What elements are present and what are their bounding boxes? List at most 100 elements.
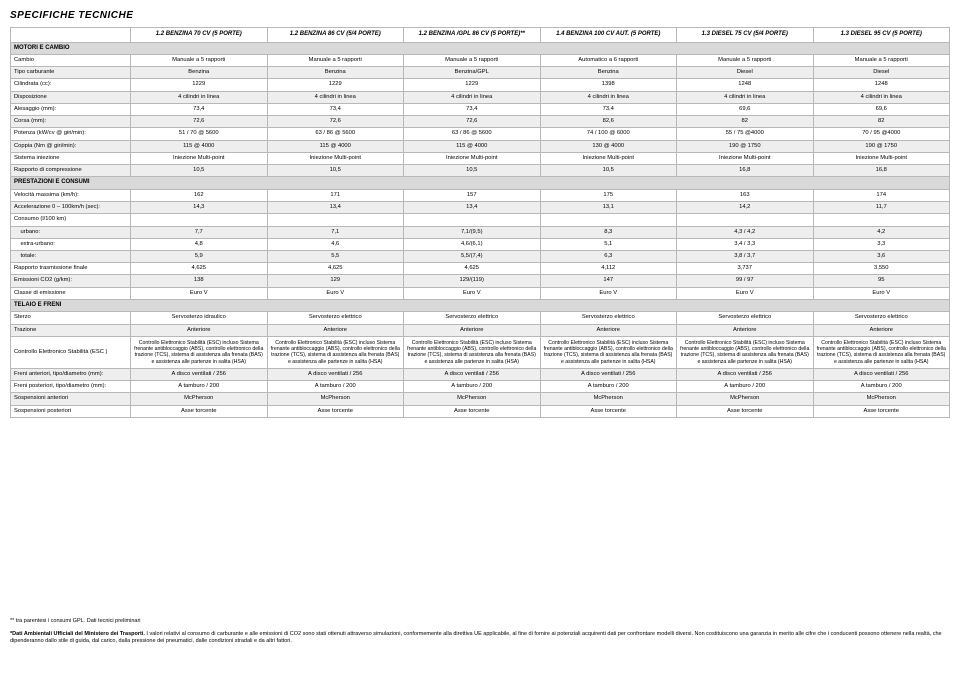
table-row: Sospensioni posterioriAsse torcenteAsse … [11,405,950,417]
cell: Benzina [540,67,677,79]
cell: 1398 [540,79,677,91]
cell: 4,625 [404,263,541,275]
cell: 3,6 [813,251,950,263]
table-row: TrazioneAnterioreAnterioreAnterioreAnter… [11,324,950,336]
row-label: Freni posteriori, tipo/diametro (mm): [11,381,131,393]
spec-table: 1.2 BENZINA 70 CV (5 PORTE)1.2 BENZINA 8… [10,27,950,418]
header-row: 1.2 BENZINA 70 CV (5 PORTE)1.2 BENZINA 8… [11,28,950,43]
cell: 163 [677,189,814,201]
footnote-2: *Dati Ambientali Ufficiali del Ministero… [10,631,950,645]
cell: Asse torcente [540,405,677,417]
cell: 7,7 [131,226,268,238]
row-label: Sterzo [11,312,131,324]
row-label: Rapporto trasmissione finale [11,263,131,275]
cell: Diesel [677,67,814,79]
cell: 175 [540,189,677,201]
table-row: totale:5,95,55,5/(7,4)6,33,8 / 3,73,6 [11,251,950,263]
cell: Iniezione Multi-point [404,152,541,164]
table-row: Sospensioni anterioriMcPhersonMcPhersonM… [11,393,950,405]
cell: 4,625 [267,263,404,275]
cell: Controllo Elettronico Stabilità (ESC) in… [267,336,404,368]
section-title: TELAIO E FRENI [11,299,950,312]
row-label: Disposizione [11,91,131,103]
cell: Anteriore [677,324,814,336]
cell: 4,6 [267,238,404,250]
row-label: Accelerazione 0 – 100km/h (sec): [11,202,131,214]
cell: 13,4 [404,202,541,214]
cell: Anteriore [131,324,268,336]
cell: 72,6 [267,116,404,128]
cell: Benzina [131,67,268,79]
cell: 1229 [404,79,541,91]
cell: A tamburo / 200 [813,381,950,393]
row-label: Cambio [11,55,131,67]
table-row: Coppia (Nm @ giri/min):115 @ 4000115 @ 4… [11,140,950,152]
cell: Anteriore [813,324,950,336]
cell: Euro V [540,287,677,299]
cell: 4,2 [813,226,950,238]
cell: 73,4 [131,103,268,115]
cell: 10,5 [404,165,541,177]
cell: 63 / 86 @ 5600 [404,128,541,140]
row-label: Tipo carburante [11,67,131,79]
cell: 73,4 [267,103,404,115]
cell: 74 / 100 @ 6000 [540,128,677,140]
cell: 72,6 [404,116,541,128]
row-label: Sospensioni posteriori [11,405,131,417]
cell: 190 @ 1750 [813,140,950,152]
cell: Benzina/GPL [404,67,541,79]
cell: Euro V [131,287,268,299]
cell: A disco ventilati / 256 [677,368,814,380]
cell: 55 / 75 @4000 [677,128,814,140]
row-label: urbano: [11,226,131,238]
cell: McPherson [540,393,677,405]
row-label: Freni anteriori, tipo/diametro (mm): [11,368,131,380]
cell: Controllo Elettronico Stabilità (ESC) in… [404,336,541,368]
cell: Automatico a 6 rapporti [540,55,677,67]
table-row: Consumo (l/100 km) [11,214,950,226]
cell: 3,8 / 3,7 [677,251,814,263]
cell: Servosterzo elettrico [267,312,404,324]
cell: 115 @ 4000 [267,140,404,152]
cell [813,214,950,226]
cell: 4,3 / 4,2 [677,226,814,238]
cell [131,214,268,226]
footnote-2-rest: I valori relativi al consumo di carburan… [10,631,942,644]
cell: 162 [131,189,268,201]
cell [677,214,814,226]
column-header: 1.2 BENZINA /GPL 86 CV (5 PORTE)** [404,28,541,43]
row-label: Classe di emissione [11,287,131,299]
cell: Euro V [404,287,541,299]
cell: Controllo Elettronico Stabilità (ESC) in… [813,336,950,368]
cell: Asse torcente [813,405,950,417]
cell: 73,4 [540,103,677,115]
column-header: 1.3 DIESEL 95 CV (5 PORTE) [813,28,950,43]
cell: Asse torcente [131,405,268,417]
cell: 69,6 [813,103,950,115]
cell: 99 / 97 [677,275,814,287]
column-header: 1.3 DIESEL 75 CV (5/4 PORTE) [677,28,814,43]
cell: 5,5/(7,4) [404,251,541,263]
row-label: Controllo Elettronico Stabilità (ESC ) [11,336,131,368]
cell: McPherson [404,393,541,405]
cell: Servosterzo idraulico [131,312,268,324]
cell: Controllo Elettronico Stabilità (ESC) in… [540,336,677,368]
section-title: MOTORI E CAMBIO [11,42,950,55]
table-row: Rapporto di compressione10,510,510,510,5… [11,165,950,177]
row-label: extra-urbano: [11,238,131,250]
cell: 70 / 95 @4000 [813,128,950,140]
footnotes: ** tra parentesi i consumi GPL. Dati tec… [10,618,950,645]
cell: 174 [813,189,950,201]
cell: 82 [813,116,950,128]
cell: 171 [267,189,404,201]
cell: A disco ventilati / 256 [813,368,950,380]
section-header: MOTORI E CAMBIO [11,42,950,55]
footnote-1: ** tra parentesi i consumi GPL. Dati tec… [10,618,950,625]
cell: Iniezione Multi-point [267,152,404,164]
cell: 4 cilindri in linea [267,91,404,103]
cell: 5,1 [540,238,677,250]
row-label: Consumo (l/100 km) [11,214,131,226]
table-row: Freni posteriori, tipo/diametro (mm): A t… [11,381,950,393]
cell: Controllo Elettronico Stabilità (ESC) in… [677,336,814,368]
cell: 4 cilindri in linea [677,91,814,103]
